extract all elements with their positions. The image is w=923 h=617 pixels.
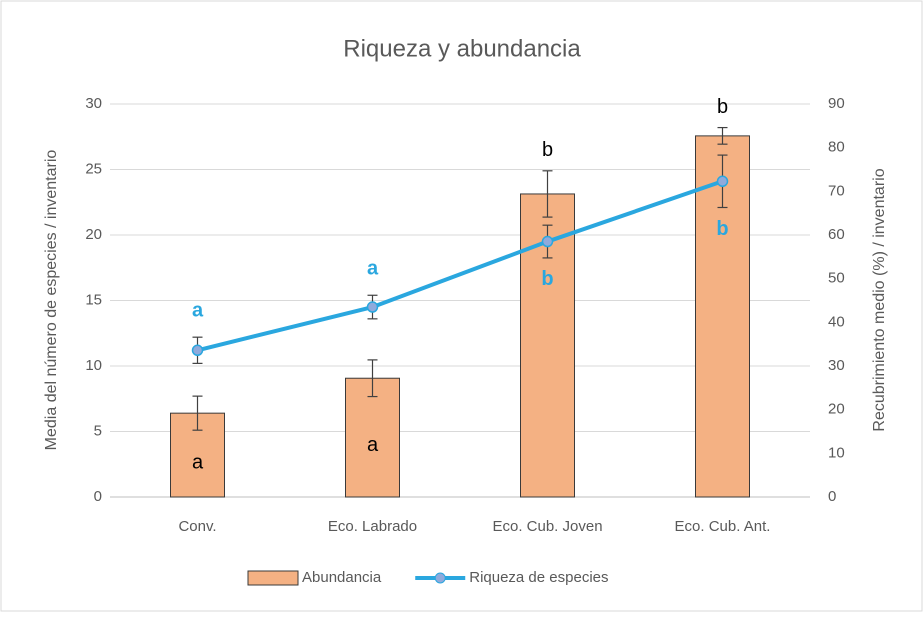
bar-letter: a: [192, 451, 204, 473]
legend-label: Abundancia: [302, 569, 382, 586]
y2-tick-label: 80: [828, 139, 845, 156]
x-tick-label: Conv.: [178, 518, 216, 535]
y-tick-label: 10: [85, 357, 102, 374]
legend-marker: [434, 572, 446, 584]
line-letter: b: [716, 218, 728, 240]
line-marker: [541, 235, 554, 248]
line-marker: [716, 175, 729, 188]
y-tick-label: 30: [85, 95, 102, 112]
chart-title: Riqueza y abundancia: [343, 35, 581, 62]
y2-tick-label: 60: [828, 226, 845, 243]
y2-tick-label: 0: [828, 488, 836, 505]
bar-letter: a: [367, 434, 379, 456]
y-axis-label: Media del número de especies / inventari…: [43, 150, 60, 451]
x-tick-label: Eco. Cub. Joven: [492, 518, 602, 535]
y2-tick-label: 30: [828, 357, 845, 374]
legend-swatch: [247, 570, 299, 586]
line-marker: [191, 344, 204, 357]
error-bar: [717, 126, 728, 145]
line-letter: a: [192, 299, 204, 321]
error-bar: [367, 359, 378, 398]
y-tick-label: 20: [85, 226, 102, 243]
y2-axis-label: Recubrimiento medio (%) / inventario: [871, 168, 888, 431]
y2-tick-label: 10: [828, 444, 845, 461]
y-tick-label: 25: [85, 160, 102, 177]
y2-tick-label: 70: [828, 182, 845, 199]
y-tick-label: 15: [85, 291, 102, 308]
y-tick-label: 0: [94, 488, 102, 505]
bar: [345, 377, 400, 498]
legend-label: Riqueza de especies: [469, 569, 608, 586]
error-bar: [192, 395, 203, 431]
y2-tick-label: 50: [828, 270, 845, 287]
line-letter: b: [541, 268, 553, 290]
error-bar: [542, 170, 553, 218]
bar-letter: b: [542, 139, 553, 161]
y-tick-label: 5: [94, 422, 102, 439]
line-marker: [366, 301, 379, 313]
line-letter: a: [367, 258, 379, 280]
x-tick-label: Eco. Cub. Ant.: [675, 518, 771, 535]
line: [197, 179, 724, 353]
y2-tick-label: 20: [828, 401, 845, 418]
y2-tick-label: 40: [828, 313, 845, 330]
x-tick-label: Eco. Labrado: [328, 518, 417, 535]
bar-letter: b: [717, 96, 728, 118]
y2-tick-label: 90: [828, 95, 845, 112]
